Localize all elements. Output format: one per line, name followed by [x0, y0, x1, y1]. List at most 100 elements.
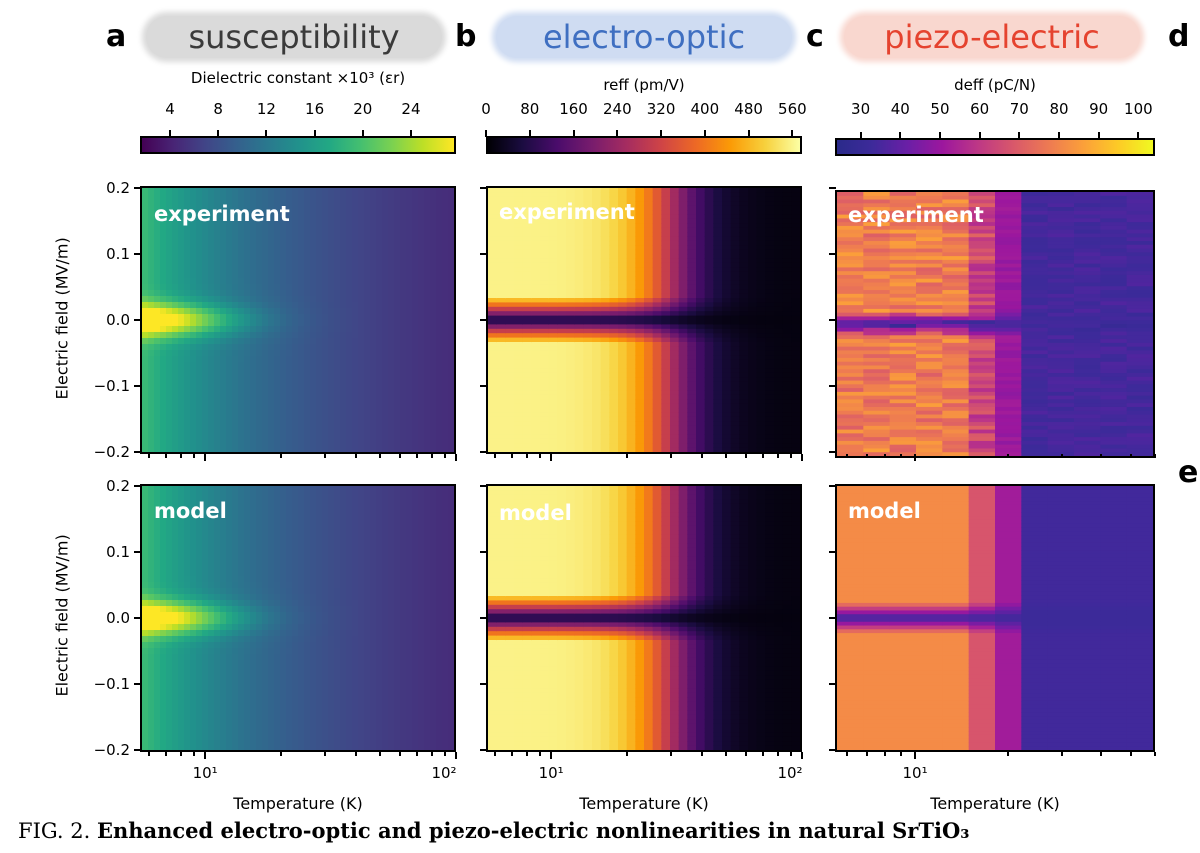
x-minor-tick [192, 454, 195, 458]
colorbar-plasma [835, 138, 1155, 156]
x-minor-tick [899, 454, 902, 458]
y-tick-mark [829, 485, 836, 487]
x-minor-tick [1061, 752, 1064, 756]
x-minor-tick [845, 752, 848, 756]
label-model-b: model [499, 501, 572, 525]
colorbar-tick-label: 16 [305, 100, 325, 118]
header-susceptibility: susceptibility [146, 16, 442, 58]
x-major-tick [550, 752, 553, 759]
colorbar-tick-label: 12 [256, 100, 276, 118]
colorbar-tick-label: 320 [646, 100, 676, 118]
colorbar-tick-mark [1137, 132, 1140, 139]
y-tick-mark [480, 617, 487, 619]
x-minor-tick [430, 454, 433, 458]
x-minor-tick [511, 454, 514, 458]
colorbar-tick-label: 160 [559, 100, 588, 118]
y-tick-label: 0.1 [106, 543, 130, 561]
y-tick-mark [829, 617, 836, 619]
y-tick-mark [134, 187, 141, 189]
header-electro-optic: electro-optic [496, 16, 792, 58]
x-minor-tick [725, 752, 728, 756]
x-minor-tick [866, 752, 869, 756]
y-tick-mark [829, 451, 836, 453]
y-tick-mark [134, 683, 141, 685]
colorbar-tick-label: 50 [930, 100, 950, 118]
y-tick-mark [480, 451, 487, 453]
heatmap-b-experiment [488, 188, 800, 452]
x-minor-tick [494, 752, 497, 756]
colorbar-tick-mark [313, 130, 316, 137]
panel-letter-c: c [806, 19, 824, 54]
x-minor-tick [1129, 454, 1132, 458]
colorbar-tick-mark [938, 132, 941, 139]
panel-b-model [486, 484, 802, 752]
x-minor-tick [884, 752, 887, 756]
colorbar-tick-label: 40 [890, 100, 910, 118]
y-tick-mark [134, 385, 141, 387]
x-major-tick [914, 752, 917, 759]
colorbar-tick-label: 20 [353, 100, 373, 118]
x-tick-label: 10² [777, 764, 803, 782]
colorbar-tick-label: 70 [1009, 100, 1029, 118]
panel-letter-d: d [1168, 19, 1190, 54]
x-major-tick [204, 454, 207, 461]
x-minor-tick [669, 454, 672, 458]
colorbar-tick-label: 80 [1049, 100, 1069, 118]
y-tick-mark [829, 683, 836, 685]
x-major-tick [550, 454, 553, 461]
y-tick-label: 0.0 [106, 311, 130, 329]
colorbar-tick-label: 0 [481, 100, 491, 118]
colorbar-tick-mark [899, 132, 902, 139]
label-model-a: model [154, 499, 227, 523]
panel-letter-b: b [455, 19, 477, 54]
y-tick-label: 0.2 [106, 179, 130, 197]
colorbar-tick-mark [485, 130, 487, 137]
y-tick-mark [480, 187, 487, 189]
x-minor-tick [845, 454, 848, 458]
colorbar-tick-label: 400 [690, 100, 720, 118]
x-minor-tick [745, 752, 748, 756]
colorbar-title-a: Dielectric constant ×10³ (εr) [190, 69, 406, 87]
colorbar-title-b: reff (pm/V) [603, 76, 685, 94]
colorbar-tick-mark [217, 130, 220, 137]
x-minor-tick [1006, 752, 1009, 756]
x-tick-label: 10¹ [192, 764, 218, 782]
colorbar-tick-label: 60 [970, 100, 990, 118]
y-tick-mark [480, 319, 487, 321]
y-tick-mark [480, 253, 487, 255]
panel-a-model [140, 484, 456, 752]
label-experiment-c: experiment [848, 203, 984, 227]
y-tick-mark [829, 253, 836, 255]
x-minor-tick [511, 752, 514, 756]
x-minor-tick [165, 752, 168, 756]
x-minor-tick [899, 752, 902, 756]
x-axis-label-c: Temperature (K) [930, 794, 1060, 813]
colorbar-tick-mark [265, 130, 268, 137]
colorbar-tick-mark [747, 130, 750, 137]
y-tick-mark [829, 749, 836, 751]
colorbar-tick-label: 4 [165, 100, 175, 118]
x-minor-tick [355, 752, 358, 756]
x-minor-tick [1006, 454, 1009, 458]
x-minor-tick [789, 752, 792, 756]
colorbar-viridis [140, 136, 456, 154]
colorbar-tick-label: 560 [778, 100, 807, 118]
x-minor-tick [494, 454, 497, 458]
panel-c-model [835, 484, 1155, 752]
panel-b-experiment [486, 186, 802, 454]
y-tick-mark [134, 551, 141, 553]
x-minor-tick [538, 454, 541, 458]
y-tick-label: 0.0 [106, 609, 130, 627]
x-minor-tick [701, 454, 704, 458]
x-minor-tick [745, 454, 748, 458]
colorbar-tick-mark [859, 132, 862, 139]
y-axis-label-top: Electric field (MV/m) [52, 237, 72, 400]
x-minor-tick [323, 454, 326, 458]
colorbar-tick-mark [791, 130, 794, 137]
y-tick-mark [480, 749, 487, 751]
y-tick-label: −0.2 [93, 741, 130, 759]
heatmap-a-model [142, 486, 454, 750]
heatmap-c-model [837, 486, 1153, 750]
y-tick-mark [829, 551, 836, 553]
panel-letter-e: e [1178, 455, 1199, 490]
